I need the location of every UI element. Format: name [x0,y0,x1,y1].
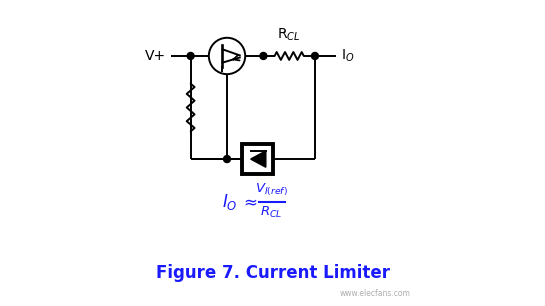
Bar [242,144,272,174]
Text: V+: V+ [146,49,166,63]
Text: R$_{CL}$: R$_{CL}$ [277,27,301,43]
Text: $V_{I(ref)}$: $V_{I(ref)}$ [255,182,288,199]
Text: I$_O$: I$_O$ [341,48,354,64]
Circle shape [187,53,194,59]
Circle shape [311,53,318,59]
Text: www.elecfans.com: www.elecfans.com [340,289,410,298]
Text: $\approx$: $\approx$ [240,192,257,211]
Polygon shape [251,151,266,167]
Circle shape [260,53,267,59]
Text: Figure 7. Current Limiter: Figure 7. Current Limiter [155,264,390,282]
Text: $I_O$: $I_O$ [222,192,238,211]
Circle shape [223,155,231,162]
Text: $R_{CL}$: $R_{CL}$ [261,205,283,220]
